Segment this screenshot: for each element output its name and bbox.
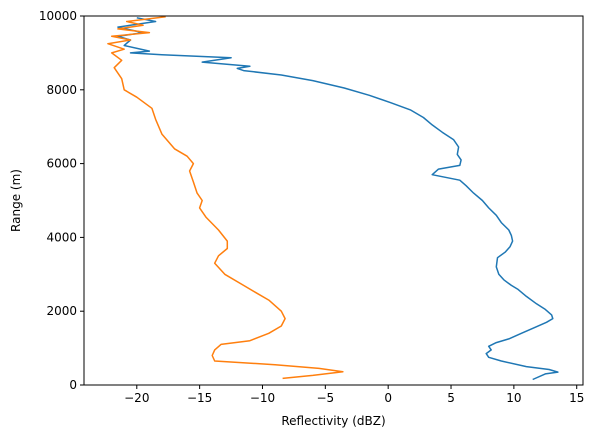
y-tick-label: 6000 <box>46 157 77 171</box>
x-tick-label: −10 <box>250 391 275 405</box>
x-tick-label: −20 <box>124 391 149 405</box>
series-line-2 <box>107 15 344 380</box>
series-line-1 <box>117 17 559 381</box>
x-tick-label: 10 <box>506 391 521 405</box>
series-lines <box>107 15 559 381</box>
y-axis-ticks: 0 2000 4000 6000 8000 10000 <box>39 9 84 392</box>
y-tick-label: 10000 <box>39 9 77 23</box>
x-tick-label: −5 <box>316 391 334 405</box>
y-tick-label: 8000 <box>46 83 77 97</box>
y-axis-label: Range (m) <box>9 169 23 232</box>
y-tick-label: 0 <box>69 378 77 392</box>
x-tick-label: 15 <box>569 391 584 405</box>
y-tick-label: 2000 <box>46 304 77 318</box>
x-tick-label: 5 <box>447 391 455 405</box>
plot-frame <box>83 15 584 386</box>
x-tick-label: −15 <box>187 391 212 405</box>
x-axis-label: Reflectivity (dBZ) <box>281 414 385 428</box>
x-tick-label: 0 <box>384 391 392 405</box>
y-tick-label: 4000 <box>46 230 77 244</box>
x-axis-ticks: −20 −15 −10 −5 0 5 10 15 <box>124 385 584 405</box>
